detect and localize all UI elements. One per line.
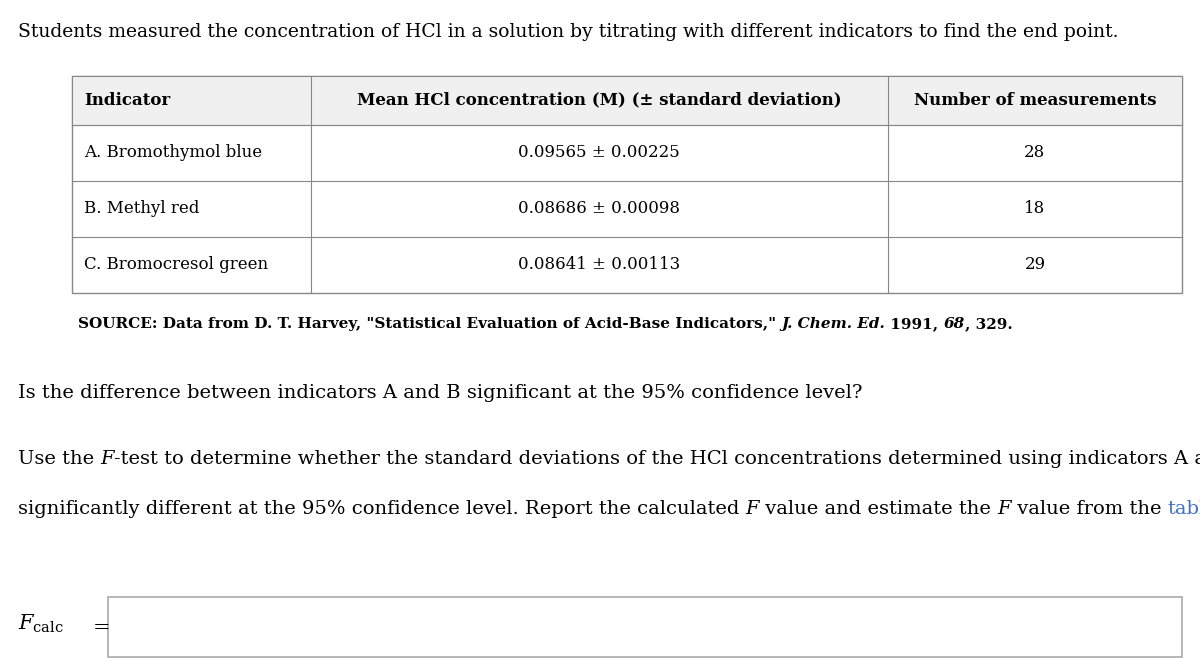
Text: J. Chem. Ed.: J. Chem. Ed. bbox=[781, 317, 886, 332]
Text: B. Methyl red: B. Methyl red bbox=[84, 201, 199, 217]
Text: 0.08686 ± 0.00098: 0.08686 ± 0.00098 bbox=[518, 201, 680, 217]
Text: value from the: value from the bbox=[1010, 499, 1168, 518]
Text: Use the: Use the bbox=[18, 450, 101, 468]
Text: F: F bbox=[745, 499, 760, 518]
Text: 18: 18 bbox=[1025, 201, 1045, 217]
Text: $F_{\mathrm{calc}}$: $F_{\mathrm{calc}}$ bbox=[18, 613, 64, 635]
Text: C. Bromocresol green: C. Bromocresol green bbox=[84, 257, 268, 273]
Text: SOURCE: Data from D. T. Harvey, "Statistical Evaluation of Acid-Base Indicators,: SOURCE: Data from D. T. Harvey, "Statist… bbox=[78, 317, 781, 332]
Text: A. Bromothymol blue: A. Bromothymol blue bbox=[84, 145, 262, 161]
Text: F: F bbox=[997, 499, 1010, 518]
Text: 68: 68 bbox=[943, 317, 965, 332]
Text: Indicator: Indicator bbox=[84, 92, 170, 109]
Text: 0.08641 ± 0.00113: 0.08641 ± 0.00113 bbox=[518, 257, 680, 273]
Text: Students measured the concentration of HCl in a solution by titrating with diffe: Students measured the concentration of H… bbox=[18, 23, 1118, 41]
Text: value and estimate the: value and estimate the bbox=[760, 499, 997, 518]
Text: =: = bbox=[92, 618, 110, 636]
Text: , 329.: , 329. bbox=[965, 317, 1013, 332]
Text: 1991,: 1991, bbox=[886, 317, 943, 332]
Text: F: F bbox=[101, 450, 114, 468]
Text: 0.09565 ± 0.00225: 0.09565 ± 0.00225 bbox=[518, 145, 680, 161]
Text: Mean HCl concentration (M) (± standard deviation): Mean HCl concentration (M) (± standard d… bbox=[356, 92, 841, 109]
Text: -test to determine whether the standard deviations of the HCl concentrations det: -test to determine whether the standard … bbox=[114, 450, 1200, 468]
Text: 28: 28 bbox=[1025, 145, 1045, 161]
Text: table: table bbox=[1168, 499, 1200, 518]
Text: Number of measurements: Number of measurements bbox=[913, 92, 1156, 109]
Text: Is the difference between indicators A and B significant at the 95% confidence l: Is the difference between indicators A a… bbox=[18, 384, 863, 401]
Text: 29: 29 bbox=[1025, 257, 1045, 273]
Text: significantly different at the 95% confidence level. Report the calculated: significantly different at the 95% confi… bbox=[18, 499, 745, 518]
